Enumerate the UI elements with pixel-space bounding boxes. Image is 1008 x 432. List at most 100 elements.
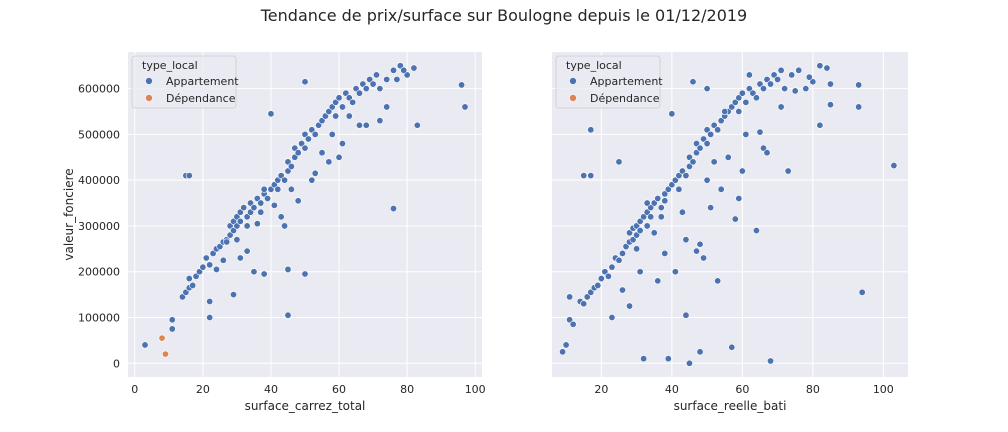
- data-point: [332, 112, 340, 120]
- data-point: [559, 348, 567, 356]
- data-point: [774, 75, 782, 83]
- data-point: [693, 247, 701, 255]
- data-point: [640, 355, 648, 363]
- data-point: [742, 130, 750, 138]
- data-point: [756, 128, 764, 136]
- data-point: [703, 126, 711, 134]
- legend-entry: Dépendance: [166, 92, 236, 105]
- data-point: [710, 121, 718, 129]
- data-point: [294, 149, 302, 157]
- data-point: [724, 153, 732, 161]
- data-point: [301, 144, 309, 152]
- data-point: [696, 348, 704, 356]
- data-point: [141, 341, 149, 349]
- data-point: [393, 75, 401, 83]
- x-tick-label: 100: [465, 383, 486, 396]
- data-point: [594, 281, 602, 289]
- legend-marker: [145, 77, 153, 85]
- legend-marker: [569, 94, 577, 102]
- data-point: [675, 185, 683, 193]
- data-point: [756, 80, 764, 88]
- legend-title: type_local: [566, 59, 622, 72]
- data-point: [608, 313, 616, 321]
- data-point: [376, 117, 384, 125]
- x-tick-label: 80: [400, 383, 414, 396]
- data-point: [185, 275, 193, 283]
- data-point: [633, 231, 641, 239]
- data-point: [240, 204, 248, 212]
- data-point: [626, 302, 634, 310]
- data-point: [622, 243, 630, 251]
- data-point: [664, 185, 672, 193]
- data-point: [311, 169, 319, 177]
- data-point: [735, 94, 743, 102]
- data-point: [189, 281, 197, 289]
- data-point: [355, 121, 363, 129]
- data-point: [355, 89, 363, 97]
- data-point: [795, 66, 803, 74]
- data-point: [738, 167, 746, 175]
- data-point: [587, 288, 595, 296]
- data-point: [376, 85, 384, 93]
- data-point: [696, 144, 704, 152]
- data-point: [661, 190, 669, 198]
- data-point: [566, 293, 574, 301]
- data-point: [703, 85, 711, 93]
- data-point: [805, 73, 813, 81]
- data-point: [213, 265, 221, 273]
- data-point: [633, 245, 641, 253]
- data-point: [668, 181, 676, 189]
- data-point: [770, 71, 778, 79]
- data-point: [260, 185, 268, 193]
- data-point: [284, 265, 292, 273]
- data-point: [281, 176, 289, 184]
- data-point: [274, 185, 282, 193]
- data-point: [287, 162, 295, 170]
- data-point: [284, 311, 292, 319]
- data-point: [668, 110, 676, 118]
- chart-panel-1: 0 20 40 60 80 100 0 100000 200000 300000 400000 500…: [62, 52, 486, 413]
- data-point: [168, 316, 176, 324]
- data-point: [633, 222, 641, 230]
- x-tick-label: 40: [665, 383, 679, 396]
- x-tick-label: 60: [735, 383, 749, 396]
- data-point: [855, 103, 863, 111]
- data-point: [236, 217, 244, 225]
- data-point: [257, 199, 265, 207]
- data-point: [250, 268, 258, 276]
- data-point: [185, 172, 193, 180]
- data-point: [629, 236, 637, 244]
- data-point: [689, 78, 697, 86]
- legend-marker: [569, 77, 577, 85]
- data-point: [372, 71, 380, 79]
- data-point: [816, 62, 824, 70]
- data-point: [703, 176, 711, 184]
- data-point: [580, 172, 588, 180]
- x-tick-label: 100: [873, 383, 894, 396]
- data-point: [696, 240, 704, 248]
- data-point: [685, 153, 693, 161]
- y-tick-label: 500000: [78, 128, 120, 141]
- data-point: [318, 149, 326, 157]
- data-point: [826, 80, 834, 88]
- y-tick-label: 300000: [78, 220, 120, 233]
- x-axis-label: surface_reelle_bati: [674, 399, 787, 413]
- data-point: [277, 213, 285, 221]
- data-point: [389, 66, 397, 74]
- data-point: [759, 85, 767, 93]
- data-point: [661, 249, 669, 257]
- data-point: [335, 94, 343, 102]
- data-point: [685, 162, 693, 170]
- data-point: [566, 316, 574, 324]
- data-point: [731, 215, 739, 223]
- data-point: [650, 229, 658, 237]
- data-point: [745, 85, 753, 93]
- data-point: [664, 355, 672, 363]
- data-point: [738, 89, 746, 97]
- data-point: [714, 126, 722, 134]
- data-point: [597, 275, 605, 283]
- y-tick-label: 600000: [78, 83, 120, 96]
- data-point: [703, 140, 711, 148]
- y-tick-label: 100000: [78, 311, 120, 324]
